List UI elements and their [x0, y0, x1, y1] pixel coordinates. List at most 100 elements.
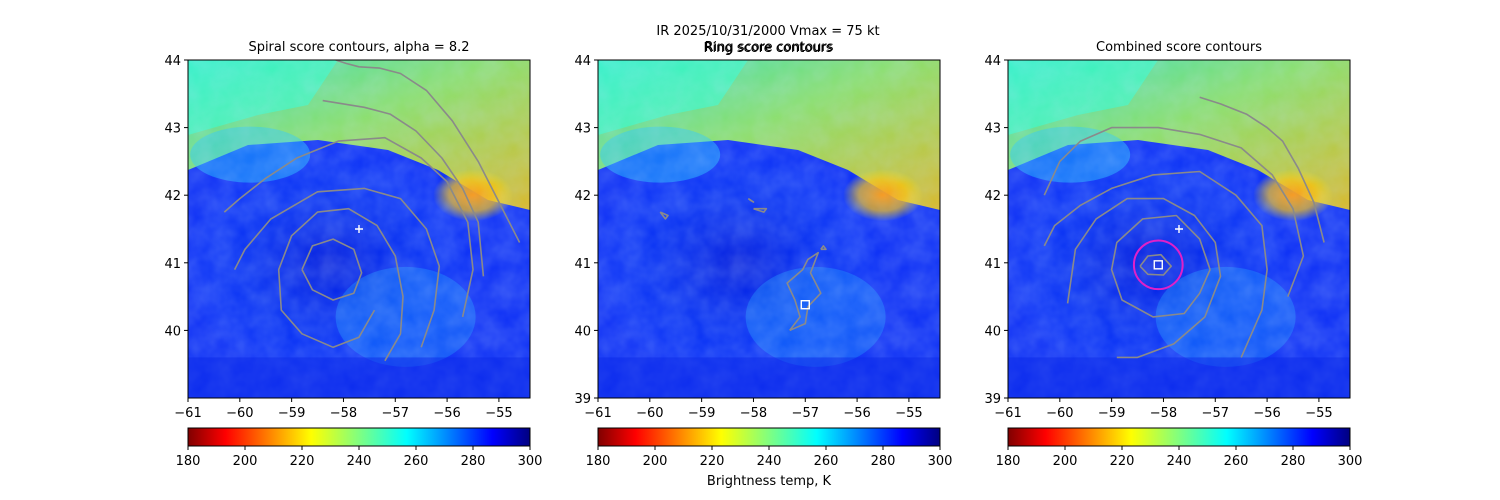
y-tick-label: 41 — [164, 257, 181, 272]
suptitle-line2: Ring score contours — [703, 41, 832, 56]
colorbar-tick-label: 180 — [586, 454, 611, 469]
center-square-marker — [800, 300, 810, 310]
colorbar-tick-label: 240 — [1167, 454, 1192, 469]
y-tick-label: 40 — [164, 324, 181, 339]
colorbar-combined: 180 200 220 240 260 280 300 — [996, 427, 1363, 469]
contour-line — [1139, 253, 1172, 276]
contour-line — [335, 60, 521, 243]
ir-image — [1008, 60, 1350, 398]
panel-title: Combined score contours — [1096, 40, 1262, 55]
contour-line — [301, 238, 363, 301]
colorbar-tick-label: 280 — [871, 454, 896, 469]
axes-frame — [597, 59, 941, 399]
colorbar-tick-label: 300 — [1338, 454, 1363, 469]
x-tick-label: −57 — [1202, 406, 1229, 421]
colorbar-tick-label: 220 — [1110, 454, 1135, 469]
suptitle-line1: IR 2025/10/31/2000 Vmax = 75 kt — [656, 24, 879, 39]
contour-line — [223, 136, 474, 318]
colorbar-tick-label: 180 — [996, 454, 1021, 469]
ring-panel: Ring score contours −61 −60 −59 −58 −57 −56 −55… — [574, 40, 941, 421]
best-track-plus-marker — [1175, 225, 1183, 233]
contour-line — [820, 245, 827, 251]
best-track-plus-marker — [355, 225, 363, 233]
colorbar-tick-label: 240 — [347, 454, 372, 469]
contour-line — [1066, 197, 1222, 359]
contour-line — [277, 207, 404, 362]
colorbar-tick-label: 220 — [290, 454, 315, 469]
y-tick-label: 43 — [574, 122, 591, 137]
x-tick-label: −60 — [636, 406, 663, 421]
x-tick-label: −58 — [330, 406, 357, 421]
colorbar-gradient — [1007, 427, 1351, 447]
y-tick-label: 42 — [574, 189, 591, 204]
y-tick-label: 39 — [984, 392, 1001, 407]
panel-title: Ring score contours — [704, 40, 833, 55]
y-tick-label: 43 — [984, 122, 1001, 137]
x-tick-label: −55 — [895, 406, 922, 421]
colorbar-tick-label: 260 — [404, 454, 429, 469]
colorbar-ring: 180 200 220 240 260 280 300 — [586, 427, 953, 469]
x-tick-label: −60 — [226, 406, 253, 421]
panel-title: Spiral score contours, alpha = 8.2 — [248, 40, 469, 55]
center-square-marker — [1153, 260, 1163, 270]
x-tick-label: −59 — [278, 406, 305, 421]
y-tick-label: 41 — [574, 257, 591, 272]
x-tick-label: −56 — [843, 406, 870, 421]
contour-line — [1043, 170, 1268, 358]
colorbar-tick-label: 300 — [928, 454, 953, 469]
y-tick-label: 39 — [574, 392, 591, 407]
y-tick-label: 44 — [574, 54, 591, 69]
axes-frame — [1007, 59, 1351, 399]
x-tick-label: −60 — [1046, 406, 1073, 421]
colorbar-tick-label: 260 — [814, 454, 839, 469]
ir-image — [598, 60, 940, 398]
x-tick-label: −59 — [1098, 406, 1125, 421]
contour-line — [1043, 126, 1305, 297]
colorbar-label: Brightness temp, K — [707, 474, 832, 489]
contour-line — [786, 251, 822, 332]
x-tick-label: −61 — [994, 406, 1021, 421]
contour-line — [1199, 96, 1325, 243]
combined-panel: Combined score contours −61 −60 −59 −58 −57 −5… — [984, 40, 1351, 421]
x-tick-label: −56 — [433, 406, 460, 421]
y-tick-label: 40 — [574, 324, 591, 339]
x-tick-label: −58 — [1150, 406, 1177, 421]
y-tick-label: 44 — [984, 54, 1001, 69]
x-tick-label: −57 — [792, 406, 819, 421]
colorbar-tick-label: 220 — [700, 454, 725, 469]
colorbar-tick-label: 200 — [233, 454, 258, 469]
ir-image — [188, 60, 530, 398]
x-tick-label: −55 — [1305, 406, 1332, 421]
x-tick-label: −61 — [584, 406, 611, 421]
axes-frame — [187, 59, 531, 399]
colorbar-gradient — [187, 427, 531, 447]
contour-line — [1110, 214, 1211, 318]
contour-line — [747, 197, 755, 203]
colorbar-tick-label: 300 — [518, 454, 543, 469]
x-tick-label: −55 — [485, 406, 512, 421]
x-tick-label: −59 — [688, 406, 715, 421]
contour-line — [753, 207, 768, 213]
contour-line — [233, 187, 441, 348]
x-tick-label: −61 — [174, 406, 201, 421]
colorbar-tick-label: 280 — [1281, 454, 1306, 469]
y-tick-label: 42 — [984, 189, 1001, 204]
colorbar-tick-label: 200 — [643, 454, 668, 469]
x-tick-label: −57 — [382, 406, 409, 421]
colorbar-tick-label: 200 — [1053, 454, 1078, 469]
spiral-panel: Spiral score contours, alpha = 8.2 −61 −60… — [164, 40, 531, 421]
colorbar-gradient — [597, 427, 941, 447]
colorbar-tick-label: 260 — [1224, 454, 1249, 469]
y-tick-label: 43 — [164, 122, 181, 137]
contour-line — [322, 99, 485, 277]
colorbar-spiral: 180 200 220 240 260 280 300 — [176, 427, 543, 469]
colorbar-tick-label: 280 — [461, 454, 486, 469]
y-tick-label: 40 — [984, 324, 1001, 339]
y-tick-label: 42 — [164, 189, 181, 204]
colorbar-tick-label: 240 — [757, 454, 782, 469]
x-tick-label: −56 — [1253, 406, 1280, 421]
colorbar-tick-label: 180 — [176, 454, 201, 469]
y-tick-label: 41 — [984, 257, 1001, 272]
ring-fit-circle — [1132, 239, 1184, 291]
